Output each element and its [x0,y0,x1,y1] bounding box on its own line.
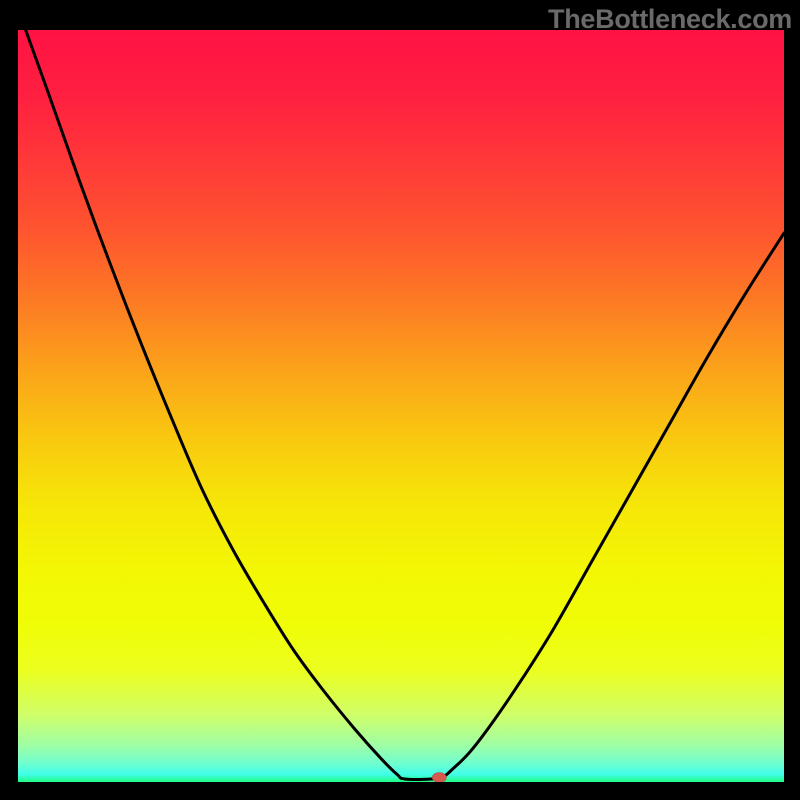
bottleneck-chart [0,0,800,800]
chart-gradient-bg [18,30,784,782]
optimal-marker [432,772,446,782]
watermark-label: TheBottleneck.com [548,4,792,35]
chart-frame: TheBottleneck.com [0,0,800,800]
